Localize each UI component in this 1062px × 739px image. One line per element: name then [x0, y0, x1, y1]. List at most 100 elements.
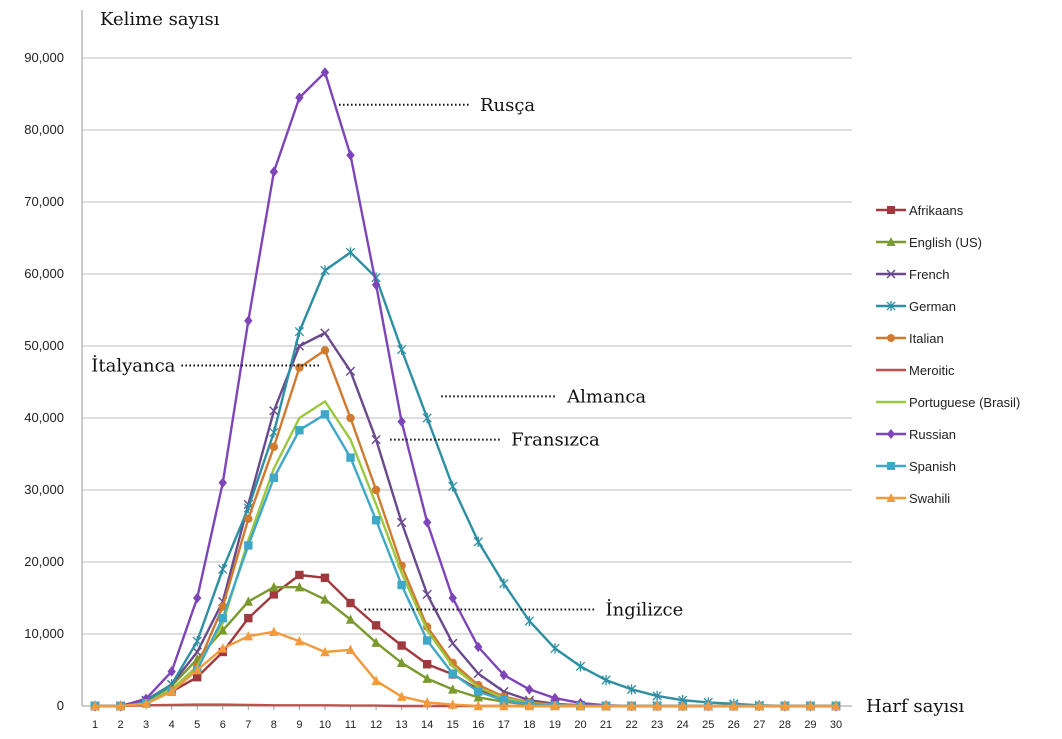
series-russian	[90, 67, 841, 712]
x-tick-label: 23	[651, 719, 663, 731]
y-axis-title: Kelime sayısı	[100, 9, 220, 30]
data-point	[474, 641, 483, 653]
data-point	[371, 434, 381, 445]
x-tick-label: 21	[600, 719, 612, 731]
y-tick-label: 50,000	[24, 338, 64, 353]
data-point	[269, 582, 279, 592]
data-point	[295, 92, 304, 103]
x-tick-label: 16	[472, 719, 484, 731]
series-swahili	[90, 626, 841, 711]
y-tick-label: 70,000	[24, 194, 64, 209]
data-point	[887, 334, 895, 342]
data-point	[887, 462, 895, 470]
data-point	[575, 700, 586, 711]
x-tick-label: 19	[549, 719, 561, 731]
data-point	[294, 636, 305, 646]
data-point	[218, 477, 227, 488]
x-tick-label: 18	[523, 719, 535, 731]
data-point	[371, 516, 381, 525]
data-point	[474, 687, 483, 696]
data-point	[346, 453, 355, 462]
annotation-label: İtalyanca	[91, 353, 175, 376]
x-tick-label: 14	[421, 719, 433, 731]
data-point	[244, 613, 253, 623]
data-point	[244, 315, 253, 326]
data-point	[320, 265, 330, 276]
data-point	[396, 691, 407, 701]
x-tick-label: 24	[677, 719, 689, 731]
data-point	[193, 592, 202, 604]
annotation: Almanca	[441, 386, 646, 407]
y-tick-label: 60,000	[24, 266, 64, 281]
data-point	[473, 692, 483, 702]
data-point	[754, 700, 765, 711]
data-point	[397, 641, 406, 650]
y-tick-label: 40,000	[24, 410, 64, 425]
x-tick-label: 6	[220, 719, 226, 731]
x-tick-label: 28	[779, 719, 791, 731]
data-point	[396, 344, 407, 355]
data-point	[524, 700, 535, 711]
data-point	[192, 647, 202, 657]
data-point	[886, 493, 896, 502]
annotation-label: Fransızca	[511, 430, 600, 451]
annotation: İtalyanca	[91, 353, 320, 376]
data-point	[269, 406, 279, 416]
data-point	[244, 514, 253, 523]
data-point	[396, 657, 407, 667]
data-point	[269, 166, 279, 177]
data-point	[499, 696, 509, 705]
legend-label: English (US)	[909, 235, 982, 250]
data-point	[887, 429, 895, 439]
y-tick-labels: 0 10,000 20,000 30,000 40,000 50,000 60,000 70,…	[24, 50, 64, 713]
y-tick-label: 20,000	[24, 554, 64, 569]
data-point	[320, 573, 330, 583]
legend-item: French	[876, 267, 949, 282]
data-point	[269, 473, 279, 482]
annotation-label: İngilizce	[606, 598, 684, 621]
data-point	[550, 700, 560, 711]
annotation-label: Almanca	[566, 386, 646, 407]
x-tick-label: 20	[574, 719, 586, 731]
data-point	[524, 615, 535, 627]
data-point	[345, 366, 356, 376]
data-point	[729, 700, 739, 711]
data-point	[886, 301, 896, 311]
x-tick-label: 10	[319, 719, 331, 731]
data-point	[320, 67, 330, 78]
data-point	[396, 517, 407, 528]
x-tick-label: 12	[370, 719, 382, 731]
x-tick-label: 22	[625, 719, 637, 731]
annotation-label: Rusça	[480, 95, 535, 116]
series-group	[90, 67, 841, 712]
data-point	[192, 636, 202, 647]
legend-item: Italian	[876, 331, 944, 346]
data-point	[345, 644, 356, 655]
data-point	[346, 150, 355, 161]
data-point	[244, 541, 253, 550]
data-point	[886, 237, 896, 246]
y-tick-label: 30,000	[24, 482, 64, 497]
annotations: Rusça İtalyanca Almanca Fransızca İngilizce	[91, 95, 683, 621]
data-point	[780, 700, 790, 711]
data-point	[473, 700, 483, 711]
x-tick-label: 26	[728, 719, 740, 731]
data-point	[115, 700, 126, 711]
legend-item: Russian	[876, 427, 956, 442]
legend-item: Afrikaans	[876, 203, 964, 218]
data-point	[550, 692, 560, 704]
data-point	[499, 700, 509, 711]
x-axis-title: Harf sayısı	[866, 696, 965, 717]
data-point	[295, 570, 304, 580]
data-point	[703, 700, 713, 711]
legend-label: German	[909, 299, 956, 314]
data-point	[320, 410, 330, 419]
data-point	[371, 637, 381, 647]
y-tick-label: 0	[57, 698, 64, 713]
x-tick-label: 5	[194, 719, 200, 731]
gridlines	[82, 57, 852, 635]
legend-label: Italian	[909, 331, 944, 346]
legend-item: German	[876, 299, 956, 314]
x-tick-label: 30	[830, 719, 842, 731]
data-point	[422, 660, 432, 669]
